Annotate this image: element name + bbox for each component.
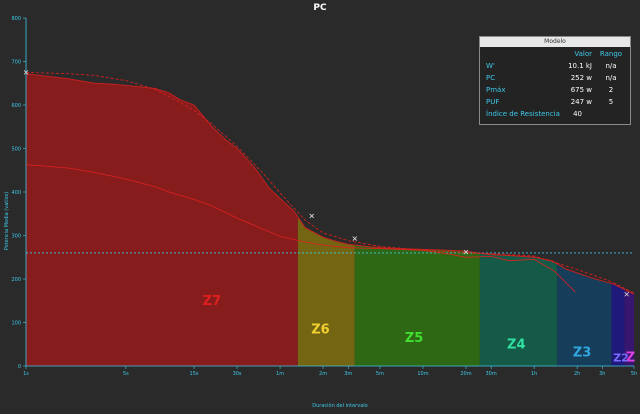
y-tick-label: 500	[11, 147, 21, 153]
model-row-range: n/a	[605, 74, 617, 82]
x-tick-label: 3m	[344, 371, 352, 377]
x-tick-label: 5h	[631, 371, 637, 377]
x-tick-label: 15s	[190, 371, 199, 377]
zone-band	[611, 283, 625, 366]
zone-band	[297, 217, 355, 366]
model-curve-line	[25, 72, 635, 294]
zone-band	[556, 263, 612, 366]
y-tick-label: 800	[11, 16, 21, 22]
model-row-value: 252 w	[570, 74, 592, 82]
zone-label: Z4	[507, 338, 525, 353]
zone-band	[479, 253, 557, 366]
power-curve-line	[25, 73, 635, 295]
model-col-value: Valor	[574, 50, 592, 58]
x-tick-label: 1h	[531, 371, 537, 377]
point-marker	[463, 249, 469, 255]
x-tick-label: 2h	[574, 371, 580, 377]
x-tick-label: 5s	[123, 371, 129, 377]
y-tick-label: 0	[18, 364, 21, 370]
model-panel-header-row: Valor Rango	[480, 49, 630, 60]
y-tick-label: 100	[11, 321, 21, 327]
model-row: PUF 247 w 5	[480, 97, 630, 108]
model-row-value: 40	[573, 110, 582, 118]
secondary-curve-line	[25, 164, 576, 293]
model-row: W' 10.1 kJ n/a	[480, 61, 630, 72]
y-axis-label: Potencia Media (vatios)	[4, 191, 10, 251]
zone-bands	[26, 73, 634, 366]
y-tick-label: 300	[11, 234, 21, 240]
zone-label: Z2	[613, 352, 629, 365]
model-row-range: 2	[608, 86, 614, 94]
zone-label: Z7	[203, 294, 221, 309]
x-tick-label: 30s	[233, 371, 242, 377]
model-panel: Modelo Valor Rango W' 10.1 kJ n/a PC 252…	[479, 36, 631, 125]
x-tick-label: 5m	[376, 371, 384, 377]
power-curve-area	[25, 73, 635, 295]
y-tick-label: 200	[11, 277, 21, 283]
zone-labels: Z7 Z6 Z5 Z4 Z3 ZZ2	[203, 294, 636, 366]
y-tick-label: 400	[11, 190, 21, 196]
point-marker	[352, 236, 358, 241]
model-row-name: PUF	[486, 98, 500, 106]
chart-title: PC	[313, 3, 327, 13]
point-marker	[309, 213, 315, 219]
model-row-name: Pmáx	[486, 86, 506, 94]
zone-label: Z3	[573, 345, 591, 360]
model-row: Pmáx 675 w 2	[480, 85, 630, 96]
point-marker	[624, 291, 629, 297]
model-row-name: W'	[486, 62, 495, 70]
x-tick-label: 10m	[417, 371, 428, 377]
model-row-range: 5	[608, 98, 614, 106]
model-row-value: 247 w	[570, 98, 592, 106]
x-axis-label: Duración del intervalo	[312, 403, 368, 409]
zone-band	[354, 245, 480, 366]
zone-label: Z5	[405, 331, 423, 346]
model-panel-title: Modelo	[480, 37, 630, 47]
curve-lines	[25, 72, 635, 294]
zone-band	[624, 289, 634, 366]
model-row-name: PC	[486, 74, 496, 82]
x-tick-label: 1m	[276, 371, 284, 377]
y-tick-label: 700	[11, 60, 21, 66]
model-row-range: n/a	[605, 62, 617, 70]
markers	[23, 70, 629, 297]
model-col-range: Rango	[599, 50, 623, 58]
axes: 0 100 200 300 400 500 600 700 800 1s 5s 15s 30s 1m 2m 3…	[11, 16, 637, 377]
x-tick-label: 1s	[23, 371, 29, 377]
x-tick-label: 20m	[460, 371, 471, 377]
zone-label: Z6	[311, 322, 329, 337]
x-tick-label: 3h	[599, 371, 605, 377]
x-tick-label: 30m	[486, 371, 497, 377]
model-row-name: Índice de Resistencia	[486, 110, 560, 118]
model-row-value: 10.1 kJ	[568, 62, 592, 70]
y-tick-label: 600	[11, 103, 21, 109]
x-tick-label: 2m	[319, 371, 327, 377]
zone-band	[26, 73, 298, 366]
point-marker	[23, 70, 29, 75]
zone-label: Z	[626, 351, 635, 366]
model-row: Índice de Resistencia 40	[480, 109, 630, 120]
model-row: PC 252 w n/a	[480, 73, 630, 84]
model-row-value: 675 w	[570, 86, 592, 94]
